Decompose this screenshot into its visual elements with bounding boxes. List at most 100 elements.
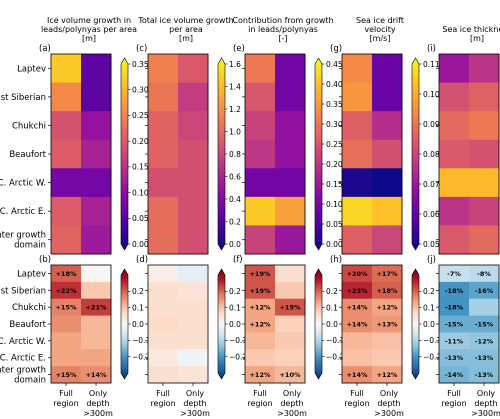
heatmap-cell xyxy=(245,196,276,226)
panel-title: in leads/polynyas xyxy=(248,25,318,34)
heatmap-cell xyxy=(81,82,112,112)
cell-label: +13% xyxy=(376,321,397,329)
x-tick-label: depth xyxy=(474,399,497,408)
heatmap-cell xyxy=(439,168,470,198)
panel-unit: [m] xyxy=(470,34,484,43)
heatmap-cell xyxy=(51,111,82,141)
heatmap-cell xyxy=(342,196,373,226)
row-label: Beaufort xyxy=(9,320,46,330)
cell-label: +19% xyxy=(249,270,270,278)
row-label: C. Arctic W. xyxy=(0,179,46,189)
heatmap-cell xyxy=(178,111,209,141)
heatmap-cell xyxy=(469,298,500,317)
panel-g: (g) 0.11 0.10 0.09 0.08 0.07 0.06 0.05 Sea ice d… xyxy=(330,16,440,255)
panel-unit: [m] xyxy=(179,34,193,43)
colorbar xyxy=(411,268,420,380)
colorbar-tick-label: 0.6 xyxy=(229,172,241,181)
heatmap-cell xyxy=(342,168,373,198)
cell-label: +21% xyxy=(85,304,106,312)
x-tick-label: >300m xyxy=(277,409,307,418)
heatmap-cell xyxy=(372,281,403,300)
panel-letter: (j) xyxy=(427,255,436,265)
colorbar xyxy=(120,57,129,251)
heatmap-cell xyxy=(469,349,500,367)
colorbar-tick-label: 0.2 xyxy=(326,287,338,296)
heatmap-cell xyxy=(372,332,403,350)
x-tick-label: >300m xyxy=(83,409,113,418)
x-tick-label: Full xyxy=(59,389,73,398)
panel-title: Sea ice thickness xyxy=(442,25,500,34)
colorbar-tick-label: 0.2 xyxy=(229,217,241,226)
heatmap-cell xyxy=(275,168,306,198)
panel-f: +19% +19% +12% +19% +12% +12% +10% (f) 0.2 0.1 0.0… xyxy=(233,255,344,418)
cell-label: +10% xyxy=(279,371,300,379)
heatmap-cell xyxy=(342,265,373,283)
colorbar-tick-label: 0.11 xyxy=(423,60,440,69)
cell-label: +23% xyxy=(346,287,367,295)
heatmap-cell xyxy=(51,349,82,367)
cell-label: -8% xyxy=(477,270,491,278)
heatmap-cell xyxy=(81,281,112,300)
heatmap-cell xyxy=(178,196,209,226)
panel-title: Contribution from growth xyxy=(232,16,333,25)
x-tick-label: >300m xyxy=(180,409,210,418)
panel-title: velocity xyxy=(364,25,396,34)
heatmap-cell xyxy=(245,265,276,283)
x-tick-label: region xyxy=(344,399,369,408)
panel-letter: (e) xyxy=(233,44,245,54)
row-label: C. Arctic E. xyxy=(0,207,46,217)
heatmap-cell xyxy=(275,54,306,84)
colorbar-tick-label: 0.10 xyxy=(132,188,149,197)
colorbar-tick-label: −0.2 xyxy=(132,352,150,361)
colorbar-tick-label: 0.0 xyxy=(229,320,241,329)
cell-label: +12% xyxy=(249,371,270,379)
heatmap-cell xyxy=(439,265,470,283)
cell-label: -7% xyxy=(447,270,461,278)
cell-label: +15% xyxy=(55,304,76,312)
panel-unit: [m] xyxy=(82,34,96,43)
cell-label: +18% xyxy=(55,270,76,278)
heatmap-cell xyxy=(439,349,470,367)
colorbar-tick-label: 0.35 xyxy=(326,100,343,109)
colorbar-tick-label: 0.30 xyxy=(326,120,343,129)
heatmap-cell xyxy=(148,281,179,300)
heatmap-cell xyxy=(275,111,306,141)
heatmap-cell xyxy=(275,225,306,255)
heatmap-cell xyxy=(148,265,179,283)
heatmap-cell xyxy=(81,265,112,283)
colorbar-tick-label: 0.05 xyxy=(423,240,440,249)
colorbar-tick-label: 0.00 xyxy=(132,240,149,249)
heatmap-cell xyxy=(178,298,209,317)
heatmap-cell xyxy=(275,298,306,317)
cell-label: +14% xyxy=(346,304,367,312)
heatmap-cell xyxy=(148,82,179,112)
heatmap-cell xyxy=(342,54,373,84)
heatmap-cell xyxy=(148,225,179,255)
panel-a: (a) 0.35 0.30 0.25 0.20 0.15 0.10 0.05 0.00 Ice v… xyxy=(39,16,149,255)
heatmap-cell xyxy=(81,332,112,350)
heatmap-cell xyxy=(245,349,276,367)
cell-label: +22% xyxy=(55,287,76,295)
heatmap-cell xyxy=(275,332,306,350)
heatmap-cell xyxy=(148,54,179,84)
cell-label: +12% xyxy=(376,371,397,379)
heatmap-cell xyxy=(178,366,209,384)
row-label: Winter growth xyxy=(0,231,46,241)
cell-label: -18% xyxy=(445,287,464,295)
row-labels-bottom: Laptev East Siberian Chukchi Beaufort C. Arc… xyxy=(0,269,47,385)
colorbar-tick-label: 1.4 xyxy=(229,82,241,91)
heatmap-cell xyxy=(245,54,276,84)
heatmap-cell xyxy=(148,168,179,198)
heatmap-cell xyxy=(342,225,373,255)
heatmap-cell xyxy=(439,139,470,169)
cell-label: +14% xyxy=(346,371,367,379)
heatmap-cell xyxy=(51,196,82,226)
heatmap-cell xyxy=(81,54,112,84)
colorbar-tick-label: 0.06 xyxy=(423,210,440,219)
panel-letter: (g) xyxy=(330,44,342,54)
heatmap-cell xyxy=(51,332,82,350)
colorbar-tick-label: 0.2 xyxy=(132,287,144,296)
colorbar-tick-label: 0.0 xyxy=(229,240,241,249)
